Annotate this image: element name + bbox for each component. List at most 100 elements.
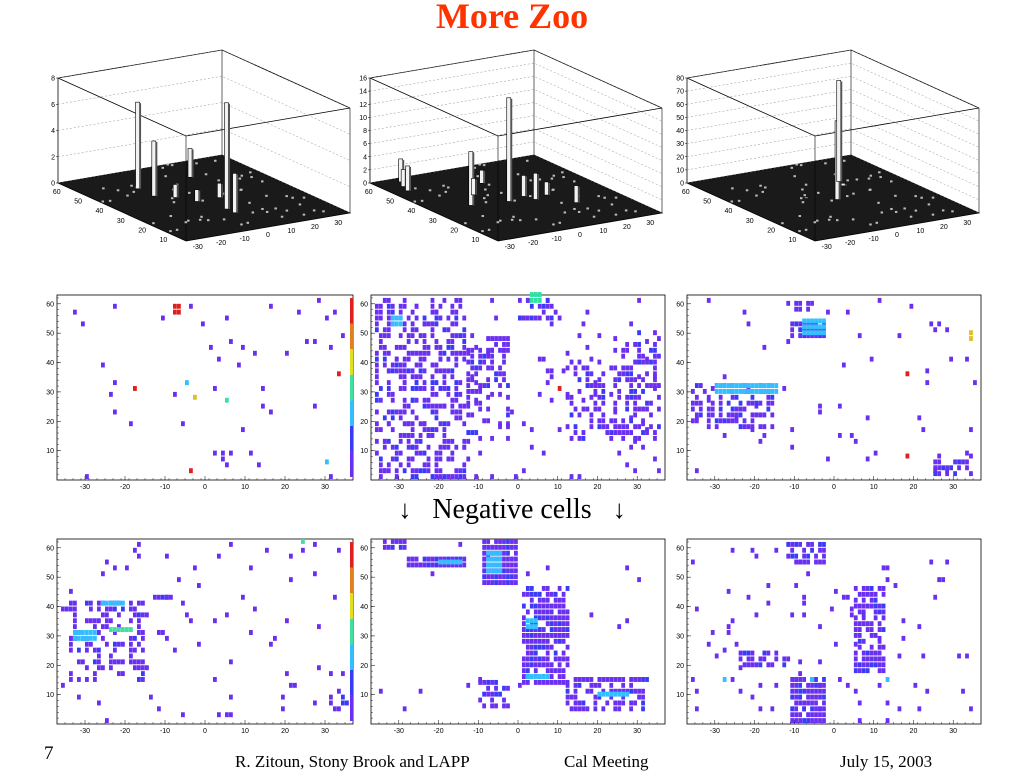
mid-2-block-cell: [446, 357, 450, 362]
mid-2-block-cell: [446, 445, 450, 450]
top-1-floor-bin: [152, 222, 155, 224]
top-3-floor-bin: [914, 195, 917, 197]
mid-3-block-cell: [695, 401, 699, 406]
bot-2-block-cell: [562, 668, 566, 673]
mid-3-ytick: 30: [676, 389, 684, 396]
bot-2-hot-cell: [530, 624, 534, 629]
bot-3-cell: [739, 665, 743, 670]
bot-2-block-cell: [407, 562, 411, 567]
mid-3-cell: [790, 445, 794, 450]
mid-2-block-cell: [478, 401, 482, 406]
bot-3-block-cell: [822, 689, 826, 694]
mid-3-block-cell: [695, 412, 699, 417]
mid-1-frame: [57, 295, 353, 480]
bot-3-block-cell: [794, 560, 798, 565]
bot-2-block-cell: [550, 674, 554, 679]
mid-3-block-cell: [691, 407, 695, 412]
mid-2-block-cell: [637, 395, 641, 400]
bot-2-block-cell: [494, 680, 498, 685]
mid-2-block-cell: [574, 430, 578, 435]
bot-2-block-cell: [546, 621, 550, 626]
bot-2-block-cell: [506, 557, 510, 562]
bot-1-hot-cell: [93, 636, 97, 641]
top-1-tower-side: [199, 191, 201, 202]
bot-1-hot-cell: [117, 601, 121, 606]
bot-2-ytick: 60: [360, 545, 368, 552]
mid-3-block-cell: [723, 418, 727, 423]
bot-3-cell: [711, 630, 715, 635]
mid-2-block-cell: [403, 380, 407, 385]
mid-3-hot-cell: [770, 389, 774, 394]
mid-2-block-cell: [407, 439, 411, 444]
bot-2-block-cell: [617, 701, 621, 706]
top-1-zgrid: [58, 76, 350, 134]
bot-3-block-cell: [870, 662, 874, 667]
bot-3-cell: [770, 706, 774, 711]
bot-2-block-cell: [566, 633, 570, 638]
mid-3-hot-cell: [770, 383, 774, 388]
top-2-floor-bin: [625, 209, 628, 211]
mid-3-block-cell: [715, 418, 719, 423]
mid-1-xtick: 20: [281, 484, 289, 491]
top-2-ytick: 30: [429, 218, 437, 225]
mid-2-block-cell: [621, 424, 625, 429]
bot-1-block-cell: [129, 607, 133, 612]
mid-3-block-cell: [969, 471, 973, 476]
bot-3-block-cell: [794, 683, 798, 688]
mid-2-block-cell: [443, 427, 447, 432]
bot-2-block-cell: [629, 706, 633, 711]
mid-3-block-cell: [798, 321, 802, 326]
mid-2-block-cell: [446, 439, 450, 444]
bot-3-cell: [846, 683, 850, 688]
bot-2-block-cell: [562, 680, 566, 685]
top-1-floor-bin: [162, 167, 165, 169]
bot-1-cell: [65, 607, 69, 612]
mid-2-block-cell: [415, 339, 419, 344]
mid-2-block-cell: [502, 348, 506, 353]
bot-3-block-cell: [822, 706, 826, 711]
bot-3-block-cell: [747, 662, 751, 667]
mid-2-block-cell: [454, 474, 458, 479]
bot-3-block-cell: [818, 542, 822, 547]
bot-1-block-cell: [89, 618, 93, 623]
mid-2-block-cell: [645, 430, 649, 435]
mid-2-block-cell: [383, 357, 387, 362]
bot-3-block-cell: [854, 633, 858, 638]
top-1-floor-bin: [247, 222, 250, 224]
mid-3-block-cell: [751, 412, 755, 417]
mid-2-block-cell: [379, 345, 383, 350]
bot-1-cell: [113, 565, 117, 570]
top-2-floor-bin: [442, 185, 445, 187]
mid-3-hot-cell: [906, 371, 910, 376]
top-2-floor-bin: [497, 221, 500, 223]
mid-2-block-cell: [593, 407, 597, 412]
bot-1-block-cell: [137, 601, 141, 606]
mid-1-cell: [241, 427, 245, 432]
bot-2-block-cell: [534, 592, 538, 597]
bot-3-block-cell: [878, 651, 882, 656]
mid-1-hot-cell: [193, 395, 197, 400]
mid-1-cell: [313, 339, 317, 344]
bot-2-block-cell: [395, 539, 399, 544]
bot-2-block-cell: [482, 574, 486, 579]
bot-2-block-cell: [629, 689, 633, 694]
bot-2-block-cell: [478, 698, 482, 703]
bot-1-cell: [213, 618, 217, 623]
bot-2-block-cell: [522, 621, 526, 626]
mid-1-hot-cell: [173, 310, 177, 315]
mid-2-block-cell: [566, 395, 570, 400]
bot-3-cell: [735, 642, 739, 647]
bot-2-block-cell: [391, 545, 395, 550]
top-1-floor-bin: [291, 197, 294, 199]
mid-3-block-cell: [759, 412, 763, 417]
mid-2-block-cell: [653, 383, 657, 388]
bot-1-block-cell: [153, 595, 157, 600]
top-3-floor-bin: [805, 229, 808, 231]
bot-2-hot-cell: [609, 692, 613, 697]
bot-1-cell: [165, 636, 169, 641]
mid-2-cell: [443, 445, 447, 450]
bot-3-block-cell: [798, 560, 802, 565]
mid-2-block-cell: [450, 457, 454, 462]
mid-2-block-cell: [601, 424, 605, 429]
